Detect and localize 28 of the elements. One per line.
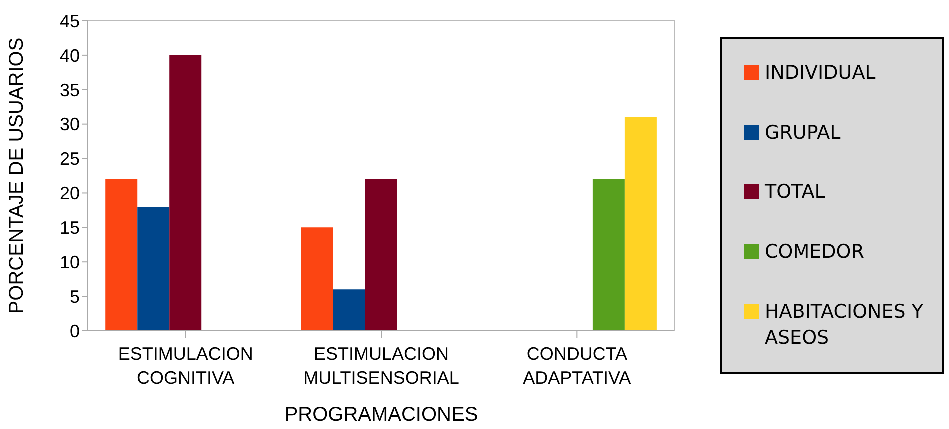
x-axis-title: PROGRAMACIONES bbox=[284, 404, 478, 426]
y-tick-label: 40 bbox=[60, 46, 80, 66]
bar bbox=[301, 228, 334, 331]
y-axis-title: PORCENTAJE DE USUARIOS bbox=[6, 38, 28, 314]
y-tick-label: 15 bbox=[60, 218, 80, 238]
y-tick-label: 45 bbox=[60, 11, 80, 32]
x-tick-label: CONDUCTA ADAPTATIVA bbox=[523, 344, 632, 388]
legend-label: TOTAL bbox=[765, 180, 826, 206]
legend-label: HABITACIONES Y ASEOS bbox=[765, 300, 924, 352]
legend-label: COMEDOR bbox=[765, 240, 866, 266]
y-tick-label: 35 bbox=[60, 80, 80, 100]
legend-label: GRUPAL bbox=[765, 120, 842, 146]
y-tick-label: 5 bbox=[70, 286, 80, 307]
y-tick-label: 20 bbox=[60, 184, 80, 204]
bar bbox=[624, 117, 657, 331]
bar bbox=[333, 290, 366, 331]
y-tick-label: 30 bbox=[60, 114, 80, 135]
x-tick-label: ESTIMULACION MULTISENSORIAL bbox=[304, 344, 460, 388]
y-tick-label: 0 bbox=[70, 321, 80, 342]
bar bbox=[138, 207, 170, 331]
y-tick-label: 25 bbox=[60, 149, 80, 170]
bar bbox=[106, 179, 138, 331]
legend-label: INDIVIDUAL bbox=[765, 60, 877, 86]
bar bbox=[365, 179, 398, 331]
bar bbox=[592, 179, 625, 331]
x-tick-label: ESTIMULACION COGNITIVA bbox=[118, 344, 254, 388]
bar bbox=[170, 55, 202, 331]
y-tick-label: 10 bbox=[60, 252, 80, 272]
